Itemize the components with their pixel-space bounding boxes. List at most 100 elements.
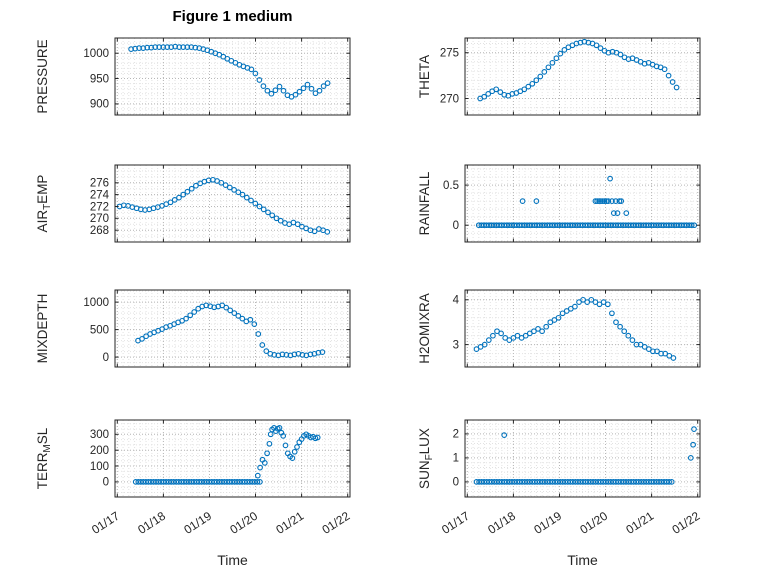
x-tick-label: 01/20: [577, 509, 610, 537]
tick-marks: [465, 290, 700, 367]
tick-marks: [115, 420, 350, 497]
y-tick-label: 4: [453, 295, 460, 307]
y-axis-label: TERRMSL: [35, 427, 53, 489]
y-tick-label: 1: [453, 453, 459, 465]
y-tick-label: 268: [90, 225, 109, 237]
minor-grid: [115, 165, 350, 242]
data-markers: [473, 426, 697, 485]
y-tick-label: 100: [90, 461, 109, 473]
panel-mixdepth: 0 500 1000 MIXDEPTH: [35, 289, 351, 368]
axes-box: [464, 37, 701, 116]
data-markers: [128, 43, 331, 100]
major-grid: [115, 420, 350, 497]
minor-grid: [465, 420, 700, 497]
x-tick-labels: 01/17 01/18 01/19 01/20 01/21 01/22: [439, 509, 702, 537]
y-tick-label: 900: [90, 99, 109, 111]
x-tick-label: 01/20: [227, 509, 260, 537]
y-tick-labels: 0 1 2: [453, 429, 459, 489]
y-axis-label: H2OMIXRA: [417, 293, 432, 364]
figure-title: Figure 1 medium: [172, 8, 293, 25]
y-tick-label: 500: [90, 324, 109, 336]
data-markers: [477, 38, 680, 102]
y-tick-label: 2: [453, 429, 459, 441]
y-axis-label: RAINFALL: [417, 171, 432, 235]
major-grid: [465, 420, 700, 497]
y-tick-label: 200: [90, 445, 109, 457]
y-tick-label: 0: [453, 220, 459, 232]
x-tick-label: 01/21: [273, 509, 306, 537]
x-tick-label: 01/18: [135, 509, 168, 537]
y-tick-labels: 270 275: [440, 48, 459, 106]
x-tick-label: 01/19: [531, 509, 564, 537]
x-tick-label: 01/22: [670, 509, 703, 537]
tick-marks: [115, 165, 350, 242]
y-tick-label: 0: [103, 352, 109, 364]
y-tick-label: 0.5: [443, 180, 459, 192]
tick-marks: [465, 420, 700, 497]
y-tick-labels: 0 100 200 300: [90, 429, 109, 489]
x-tick-label: 01/18: [485, 509, 518, 537]
y-tick-labels: 900 950 1000: [83, 48, 109, 111]
data-markers: [135, 302, 326, 359]
y-tick-label: 950: [90, 73, 109, 85]
x-tick-label: 01/19: [181, 509, 214, 537]
x-tick-label: 01/22: [320, 509, 353, 537]
y-tick-labels: 0 500 1000: [83, 297, 109, 364]
minor-grid: [115, 290, 350, 367]
y-tick-labels: 00.5: [443, 180, 459, 232]
x-tick-label: 01/21: [623, 509, 656, 537]
data-markers: [132, 425, 321, 485]
panel-terr_msl: 0 100 200 300 01/17 01/18 01/19 01/20 01/21 01/22…: [35, 419, 353, 537]
y-axis-label: AIRTEMP: [35, 175, 53, 233]
y-tick-label: 300: [90, 429, 109, 441]
x-tick-labels: 01/17 01/18 01/19 01/20 01/21 01/22: [89, 509, 352, 537]
y-tick-label: 3: [453, 339, 459, 351]
x-tick-label: 01/17: [89, 509, 122, 537]
tick-marks: [115, 290, 350, 367]
y-axis-label: THETA: [417, 55, 432, 98]
y-tick-label: 0: [103, 477, 109, 489]
panel-pressure: 900 950 1000 PRESSURE: [35, 37, 351, 116]
y-tick-label: 276: [90, 178, 109, 190]
data-markers: [473, 296, 677, 361]
major-grid: [465, 38, 700, 115]
axes-box: [464, 419, 701, 498]
x-axis-label-left: Time: [217, 552, 248, 568]
y-tick-label: 272: [90, 201, 109, 213]
axes-box: [114, 37, 351, 116]
minor-grid: [465, 38, 700, 115]
y-axis-label: MIXDEPTH: [35, 294, 50, 364]
x-tick-label: 01/17: [439, 509, 472, 537]
minor-grid: [465, 165, 700, 242]
y-tick-label: 270: [90, 213, 109, 225]
axes-box: [114, 419, 351, 498]
x-axis-label-right: Time: [567, 552, 598, 568]
axes-box: [114, 164, 351, 243]
y-axis-label: SUNFLUX: [417, 428, 435, 489]
y-tick-labels: 34: [453, 295, 460, 352]
y-tick-label: 274: [90, 189, 110, 201]
axes-box: [464, 164, 701, 243]
y-axis-label: PRESSURE: [35, 39, 50, 113]
panel-sun_flux: 0 1 2 01/17 01/18 01/19 01/20 01/21 01/22 SUNFLUX: [417, 419, 703, 537]
y-tick-label: 1000: [83, 297, 109, 309]
axes-box: [464, 289, 701, 368]
tick-marks: [115, 38, 350, 115]
data-markers: [116, 176, 331, 235]
panel-theta: 270 275 THETA: [417, 37, 701, 116]
major-grid: [115, 290, 350, 367]
y-tick-label: 275: [440, 48, 459, 60]
y-tick-label: 0: [453, 477, 459, 489]
tick-marks: [465, 38, 700, 115]
y-tick-label: 1000: [83, 48, 109, 60]
y-tick-label: 270: [440, 93, 459, 105]
data-markers: [475, 175, 698, 229]
axes-box: [114, 289, 351, 368]
tick-marks: [465, 165, 700, 242]
